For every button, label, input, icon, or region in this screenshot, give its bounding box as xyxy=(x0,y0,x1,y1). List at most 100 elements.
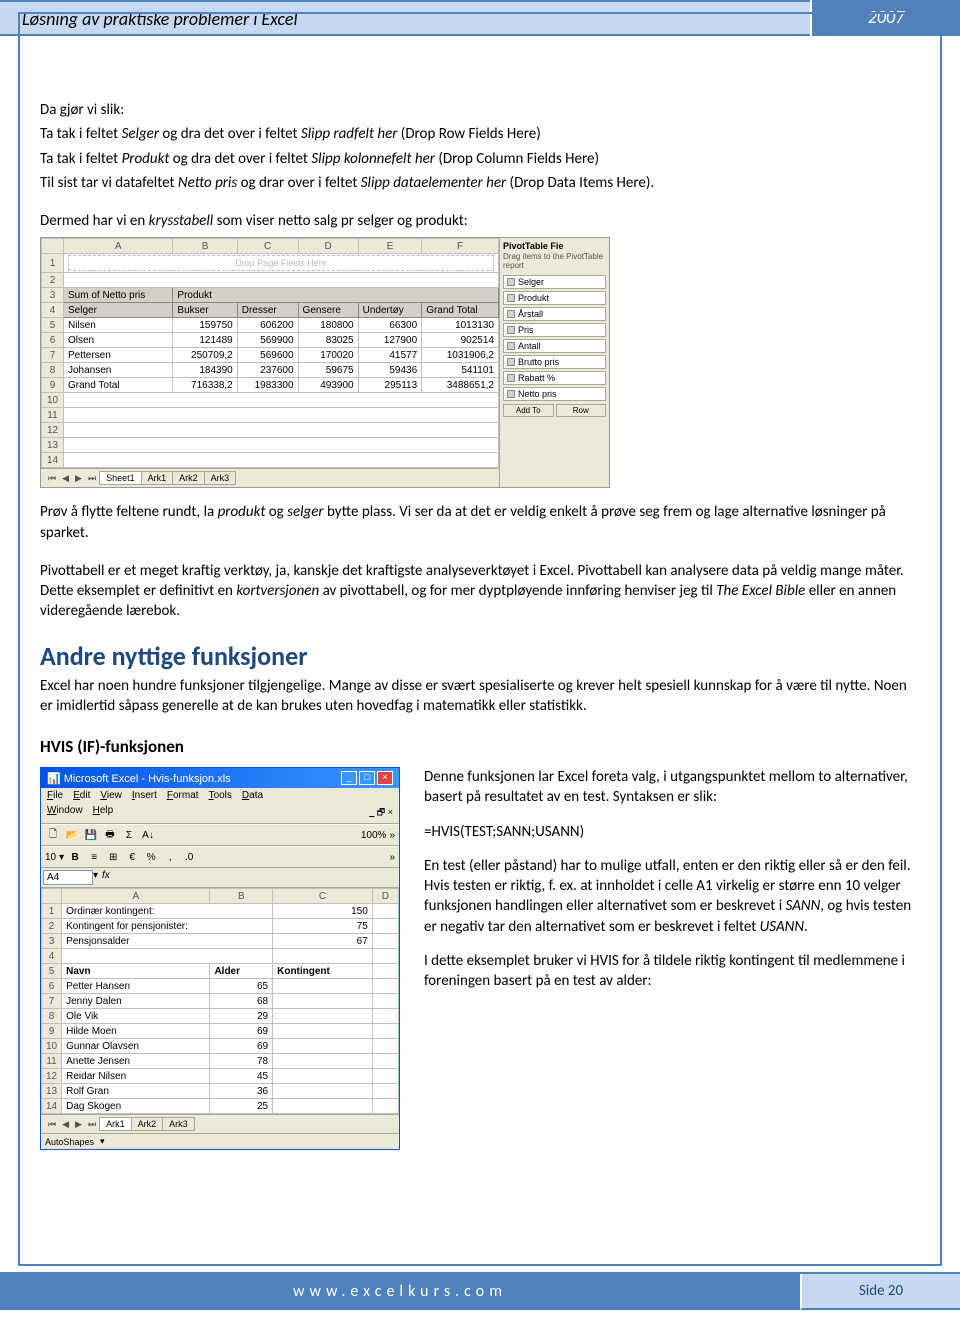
cell[interactable] xyxy=(372,1069,398,1084)
row-header[interactable]: 11 xyxy=(42,408,64,423)
minimize-button[interactable]: _ xyxy=(341,771,357,785)
nav-first-icon[interactable]: ⏮ xyxy=(45,1119,59,1130)
maximize-button[interactable]: □ xyxy=(359,771,375,785)
pivot-col[interactable]: E xyxy=(358,239,422,254)
cell[interactable]: Nilsen xyxy=(64,318,173,333)
comma-icon[interactable]: , xyxy=(162,849,178,865)
cell[interactable]: Ole Vik xyxy=(62,1009,210,1024)
row-header[interactable]: 9 xyxy=(42,378,64,393)
cell[interactable]: 493900 xyxy=(298,378,358,393)
cell[interactable]: 67 xyxy=(273,934,373,949)
pivot-col[interactable]: B xyxy=(173,239,237,254)
row-header[interactable]: 10 xyxy=(42,393,64,408)
cell[interactable]: 606200 xyxy=(237,318,298,333)
cell[interactable] xyxy=(372,1024,398,1039)
cell[interactable] xyxy=(64,393,499,408)
fx-icon[interactable]: fx xyxy=(98,870,114,885)
row-header[interactable]: 6 xyxy=(42,979,62,994)
menu-window[interactable]: Window xyxy=(47,805,83,821)
nav-last-icon[interactable]: ⏭ xyxy=(85,1119,99,1130)
cell[interactable]: 75 xyxy=(273,919,373,934)
fontsize-combo[interactable]: 10 xyxy=(45,852,56,863)
inc-decimal-icon[interactable]: .0 xyxy=(181,849,197,865)
cell[interactable] xyxy=(62,949,273,964)
percent-icon[interactable]: % xyxy=(143,849,159,865)
row-header[interactable]: 9 xyxy=(42,1024,62,1039)
cell[interactable] xyxy=(273,994,373,1009)
col-header[interactable]: B xyxy=(210,889,273,904)
cell[interactable]: 45 xyxy=(210,1069,273,1084)
pivot-col[interactable]: C xyxy=(237,239,298,254)
sort-asc-icon[interactable]: A↓ xyxy=(140,827,156,843)
cell[interactable]: 295113 xyxy=(358,378,422,393)
cell[interactable] xyxy=(64,423,499,438)
cell[interactable]: Grand Total xyxy=(64,378,173,393)
row-header[interactable]: 8 xyxy=(42,1009,62,1024)
cell[interactable] xyxy=(64,408,499,423)
add-to-button[interactable]: Add To xyxy=(503,404,554,417)
cell[interactable] xyxy=(273,949,373,964)
cell[interactable] xyxy=(372,1039,398,1054)
open-icon[interactable]: 📂 xyxy=(64,827,80,843)
bold-button[interactable]: B xyxy=(67,849,83,865)
cell[interactable] xyxy=(273,1054,373,1069)
cell[interactable]: 569900 xyxy=(237,333,298,348)
new-icon[interactable]: 🗋 xyxy=(45,827,61,843)
sheet-tab[interactable]: Ark1 xyxy=(141,471,174,485)
pivot-col[interactable]: F xyxy=(422,239,499,254)
cell[interactable] xyxy=(273,1099,373,1114)
cell[interactable]: 65 xyxy=(210,979,273,994)
nav-prev-icon[interactable]: ◀ xyxy=(59,473,72,484)
cell[interactable]: 69 xyxy=(210,1024,273,1039)
pivot-field-item[interactable]: Rabatt % xyxy=(503,371,606,385)
sheet-tab[interactable]: Ark1 xyxy=(99,1117,132,1131)
menu-help[interactable]: Help xyxy=(93,805,114,821)
cell[interactable]: 1031906,2 xyxy=(422,348,499,363)
cell[interactable]: Pettersen xyxy=(64,348,173,363)
cell[interactable]: 170020 xyxy=(298,348,358,363)
nav-prev-icon[interactable]: ◀ xyxy=(59,1119,72,1130)
sheet-tab[interactable]: Ark2 xyxy=(172,471,205,485)
cell[interactable]: 237600 xyxy=(237,363,298,378)
col-header[interactable]: D xyxy=(372,889,398,904)
row-header[interactable]: 10 xyxy=(42,1039,62,1054)
cell[interactable]: 83025 xyxy=(298,333,358,348)
cell[interactable] xyxy=(273,1084,373,1099)
sheet-tab[interactable]: Sheet1 xyxy=(99,471,142,485)
row-area-button[interactable]: Row xyxy=(556,404,607,417)
cell[interactable]: 541101 xyxy=(422,363,499,378)
print-icon[interactable]: 🖶 xyxy=(102,827,118,843)
cell[interactable] xyxy=(273,1009,373,1024)
row-header[interactable]: 3 xyxy=(42,934,62,949)
row-header[interactable]: 8 xyxy=(42,363,64,378)
cell[interactable]: 69 xyxy=(210,1039,273,1054)
cell[interactable] xyxy=(64,453,499,468)
col-header[interactable]: C xyxy=(273,889,373,904)
row-header[interactable]: 13 xyxy=(42,438,64,453)
cell[interactable] xyxy=(372,979,398,994)
cell[interactable]: Petter Hansen xyxy=(62,979,210,994)
pivot-field-item[interactable]: Antall xyxy=(503,339,606,353)
cell[interactable]: 68 xyxy=(210,994,273,1009)
more-icon[interactable]: » xyxy=(389,852,395,863)
cell[interactable] xyxy=(372,949,398,964)
more-icon[interactable]: » xyxy=(389,830,395,841)
cell[interactable] xyxy=(372,1054,398,1069)
cell[interactable]: 3488651,2 xyxy=(422,378,499,393)
row-header[interactable]: 1 xyxy=(42,904,62,919)
autoshapes-button[interactable]: AutoShapes xyxy=(45,1137,94,1147)
cell[interactable]: 1013130 xyxy=(422,318,499,333)
cell[interactable] xyxy=(273,1039,373,1054)
cell[interactable]: 184390 xyxy=(173,363,237,378)
row-header[interactable]: 12 xyxy=(42,423,64,438)
menu-insert[interactable]: Insert xyxy=(132,790,157,801)
cell[interactable]: 159750 xyxy=(173,318,237,333)
cell[interactable]: 59675 xyxy=(298,363,358,378)
align-left-icon[interactable]: ≡ xyxy=(86,849,102,865)
sheet-tab[interactable]: Ark2 xyxy=(131,1117,164,1131)
cell[interactable] xyxy=(372,1099,398,1114)
cell[interactable]: 569600 xyxy=(237,348,298,363)
menu-edit[interactable]: Edit xyxy=(73,790,90,801)
pivot-field-item[interactable]: Pris xyxy=(503,323,606,337)
row-header[interactable]: 6 xyxy=(42,333,64,348)
